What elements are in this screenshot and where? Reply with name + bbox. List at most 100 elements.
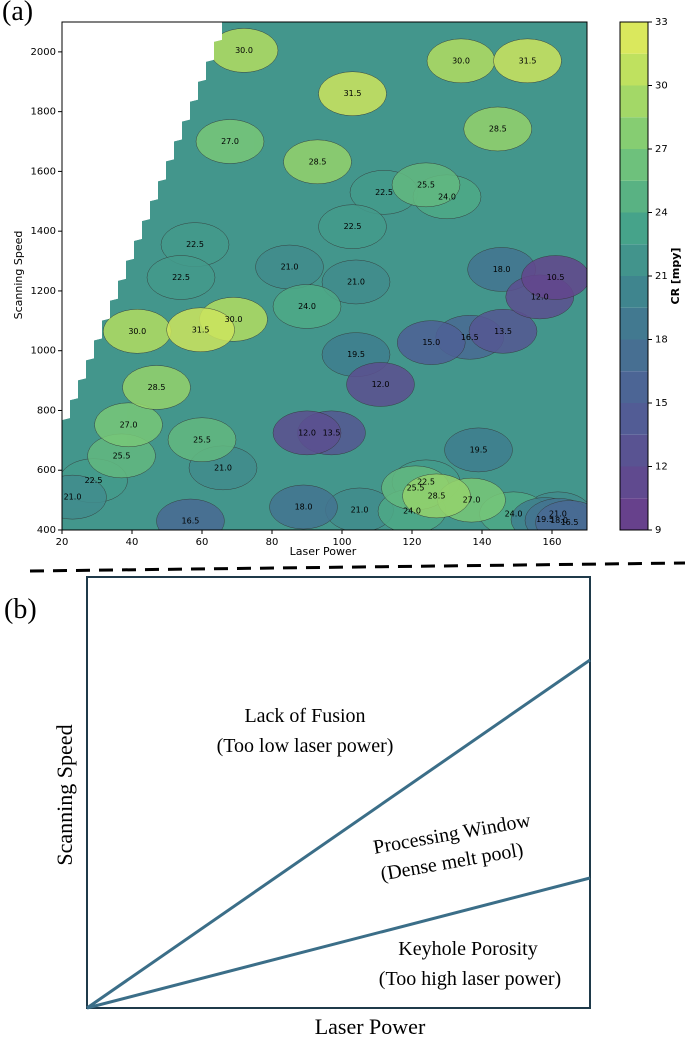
contour-region — [156, 498, 225, 530]
contour-label: 22.5 — [417, 477, 435, 486]
contour-label: 28.5 — [309, 157, 327, 166]
contour-region — [269, 484, 338, 530]
contour-label: 22.5 — [186, 240, 204, 249]
contour-region — [62, 474, 107, 520]
contour-label: 24.0 — [505, 509, 523, 518]
y-tick-label: 1600 — [31, 166, 56, 177]
contour-region — [521, 255, 587, 300]
plot-frame — [61, 21, 588, 531]
contour-label: 18.0 — [493, 265, 511, 274]
contour-label: 21.0 — [214, 463, 232, 472]
contour-region — [318, 71, 387, 116]
contour-label: 24.0 — [438, 192, 456, 201]
contour-label: 22.5 — [85, 476, 103, 485]
contour-label: 21.0 — [347, 277, 365, 286]
contour-region — [283, 139, 352, 185]
contour-region — [166, 307, 235, 353]
contour-region — [468, 309, 538, 354]
region-subtitle: (Too low laser power) — [217, 735, 394, 757]
contour-label: 15.0 — [422, 338, 440, 347]
contour-region — [146, 255, 216, 300]
contour-label: 13.5 — [323, 428, 341, 437]
y-tick-label: 1200 — [31, 286, 56, 297]
contour-label: 22.5 — [344, 222, 362, 231]
contour-label: 28.5 — [489, 124, 507, 133]
region-title: Lack of Fusion — [244, 705, 365, 727]
colorbar-band — [620, 85, 648, 118]
contour-label: 30.0 — [452, 56, 470, 65]
region-title: Keyhole Porosity — [398, 938, 537, 960]
y-axis-label: Scanning Speed — [12, 231, 25, 320]
contour-label: 24.0 — [403, 507, 421, 516]
contour-region — [391, 162, 461, 208]
colorbar-tick-label: 15 — [655, 398, 668, 409]
colorbar-band — [620, 149, 648, 181]
y-tick-label: 400 — [37, 525, 56, 536]
colorbar-band — [620, 466, 648, 499]
contour-fill — [62, 22, 587, 530]
colorbar-band — [620, 53, 648, 86]
x-axis-label: Laser Power — [290, 545, 357, 558]
contour-label: 13.5 — [494, 327, 512, 336]
panel-label: (b) — [4, 594, 37, 625]
contour-region — [195, 119, 265, 164]
colorbar-tick-label: 24 — [655, 208, 668, 219]
contour-region — [167, 417, 237, 463]
x-tick-label: 60 — [196, 537, 209, 548]
contour-region — [493, 38, 562, 84]
colorbar-band — [620, 434, 648, 467]
contour-label: 12.0 — [372, 380, 390, 389]
contour-region — [321, 259, 391, 305]
y-tick-label: 1800 — [31, 107, 56, 118]
contour-region — [444, 427, 513, 473]
colorbar-tick-label: 18 — [655, 335, 668, 346]
x-tick-label: 160 — [542, 537, 561, 548]
x-tick-label: 20 — [56, 537, 69, 548]
contour-label: 28.5 — [148, 383, 166, 392]
contour-label: 16.5 — [182, 517, 200, 526]
colorbar-tick-label: 33 — [655, 17, 668, 28]
colorbar-band — [620, 403, 648, 435]
colorbar-tick-label: 30 — [655, 81, 668, 92]
contour-region — [346, 362, 415, 407]
contour-label: 30.0 — [128, 327, 146, 336]
contour-label: 16.5 — [461, 333, 479, 342]
colorbar-band — [620, 339, 648, 372]
contour-label: 25.5 — [113, 451, 131, 460]
contour-label: 10.5 — [547, 273, 565, 282]
colorbar-tick-label: 12 — [655, 462, 668, 473]
contour-label: 18.0 — [550, 516, 568, 525]
contour-label: 27.0 — [221, 137, 239, 146]
contour-label: 19.5 — [347, 350, 365, 359]
y-tick-label: 1000 — [31, 346, 56, 357]
y-tick-label: 600 — [37, 465, 56, 476]
contour-region — [122, 365, 191, 410]
colorbar-band — [620, 307, 648, 340]
colorbar-band — [620, 498, 648, 530]
x-tick-label: 140 — [472, 537, 491, 548]
contour-label: 19.5 — [470, 445, 488, 454]
colorbar-band — [620, 22, 648, 54]
diagram-frame — [86, 576, 591, 1009]
contour-label: 28.5 — [428, 491, 446, 500]
contour-region — [94, 402, 163, 448]
contour-label: 25.5 — [193, 435, 211, 444]
colorbar-label: CR [mpy] — [669, 248, 682, 305]
diagram-x-label: Laser Power — [315, 1014, 426, 1039]
contour-label: 12.0 — [298, 428, 316, 437]
contour-label: 31.5 — [519, 56, 537, 65]
y-tick-label: 800 — [37, 405, 56, 416]
contour-label: 12.0 — [531, 292, 549, 301]
contour-region — [397, 320, 466, 365]
colorbar-band — [620, 180, 648, 213]
contour-region — [272, 284, 342, 329]
contour-label: 25.5 — [407, 483, 425, 492]
colorbar-band — [620, 212, 648, 245]
contour-label: 22.5 — [172, 273, 190, 282]
x-tick-label: 100 — [332, 537, 351, 548]
contour-label: 21.0 — [281, 263, 299, 272]
contour-plot: 30.030.0 31.531.528.527.028.525.524.022.5… — [31, 17, 668, 548]
contour-label: 19.5 — [536, 515, 554, 524]
diagram-y-label: Scanning Speed — [52, 724, 77, 865]
